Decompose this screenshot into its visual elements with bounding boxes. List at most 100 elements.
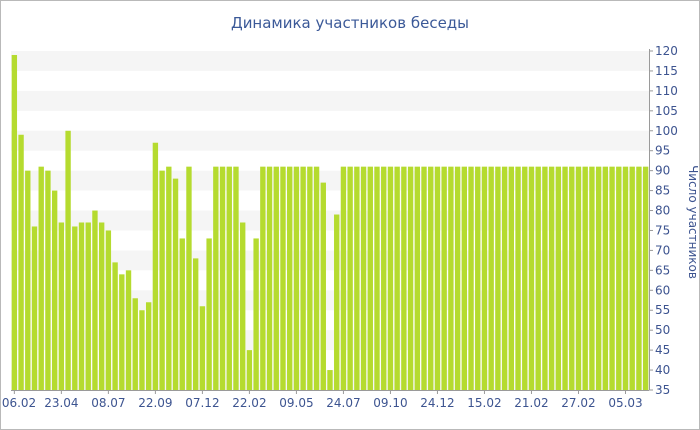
bar (495, 166, 501, 390)
bar (233, 166, 239, 390)
bar (11, 54, 18, 391)
bar (193, 258, 199, 390)
bar (481, 166, 488, 390)
bar (125, 270, 132, 390)
bar (166, 166, 172, 390)
bar (273, 166, 279, 390)
y-tick-label: 90 (655, 164, 670, 178)
y-tick-label: 75 (655, 223, 670, 237)
bar (72, 226, 78, 390)
x-tick-label: 24.07 (326, 396, 360, 410)
bar (145, 302, 152, 390)
bar (219, 166, 226, 390)
bar (112, 262, 118, 390)
x-tick-label: 05.03 (608, 396, 642, 410)
y-tick-label: 95 (655, 144, 670, 158)
bar (280, 166, 286, 390)
bar (51, 190, 58, 390)
bar (105, 230, 112, 390)
bar (582, 166, 588, 390)
y-tick-label: 50 (655, 323, 670, 337)
bar (199, 306, 206, 390)
bar (300, 166, 306, 390)
y-tick-label: 120 (655, 44, 678, 58)
bar (562, 166, 568, 390)
y-tick-label: 70 (655, 243, 670, 257)
bar (394, 166, 400, 390)
bar (119, 274, 125, 390)
bar (542, 166, 548, 390)
background-band (11, 51, 649, 71)
bar (179, 238, 185, 390)
bar (240, 222, 246, 390)
bar (522, 166, 528, 390)
y-tick-label: 40 (655, 363, 670, 377)
bar (414, 166, 420, 390)
bar (475, 166, 481, 390)
bar (488, 166, 494, 390)
bar (441, 166, 447, 390)
bar (354, 166, 360, 390)
y-tick-label: 35 (655, 383, 670, 397)
bar (139, 310, 145, 390)
x-tick-label: 09.10 (373, 396, 407, 410)
x-tick-label: 06.02 (2, 396, 36, 410)
x-axis-ticks: 06.02 23.04 08.07 22.09 07.12 22.02 09.05 24.07… (2, 390, 643, 410)
bar (367, 166, 373, 390)
bar (569, 166, 575, 390)
bar (58, 222, 65, 390)
bar (320, 182, 326, 390)
bar (327, 370, 333, 390)
bar (172, 178, 179, 390)
bar (387, 166, 394, 390)
x-tick-label: 07.12 (185, 396, 219, 410)
bar (85, 222, 91, 390)
chart-title: Динамика участников беседы (230, 14, 470, 32)
bar (340, 166, 347, 390)
bar-series (11, 54, 649, 391)
bar (401, 166, 407, 390)
bar (602, 166, 609, 390)
x-tick-label: 09.05 (279, 396, 313, 410)
bar (629, 166, 635, 390)
x-tick-label: 22.02 (232, 396, 266, 410)
bar (360, 166, 367, 390)
bar (159, 170, 165, 390)
bar (38, 166, 44, 390)
bar (595, 166, 602, 390)
bar (92, 210, 98, 390)
bar (589, 166, 595, 390)
bar (461, 166, 467, 390)
bar (313, 166, 320, 390)
bar (501, 166, 508, 390)
x-tick-label: 21.02 (514, 396, 548, 410)
bar (132, 298, 138, 390)
bar (616, 166, 622, 390)
bar (555, 166, 562, 390)
bar (421, 166, 427, 390)
bar (65, 130, 71, 390)
bar (293, 166, 300, 390)
y-tick-label: 45 (655, 343, 670, 357)
bar (287, 166, 293, 390)
bar (45, 170, 51, 390)
x-tick-label: 23.04 (44, 396, 78, 410)
bar (622, 166, 629, 390)
y-tick-label: 110 (655, 84, 678, 98)
bar (642, 166, 649, 390)
bar (334, 214, 340, 390)
bar (515, 166, 521, 390)
bar (226, 166, 232, 390)
x-tick-label: 24.12 (420, 396, 454, 410)
bar (213, 166, 219, 390)
y-tick-label: 55 (655, 303, 670, 317)
y-tick-label: 115 (655, 64, 678, 78)
bar (98, 222, 105, 390)
bar (407, 166, 414, 390)
bar (152, 142, 159, 390)
bar (31, 226, 38, 390)
bar (528, 166, 535, 390)
bar (454, 166, 461, 390)
